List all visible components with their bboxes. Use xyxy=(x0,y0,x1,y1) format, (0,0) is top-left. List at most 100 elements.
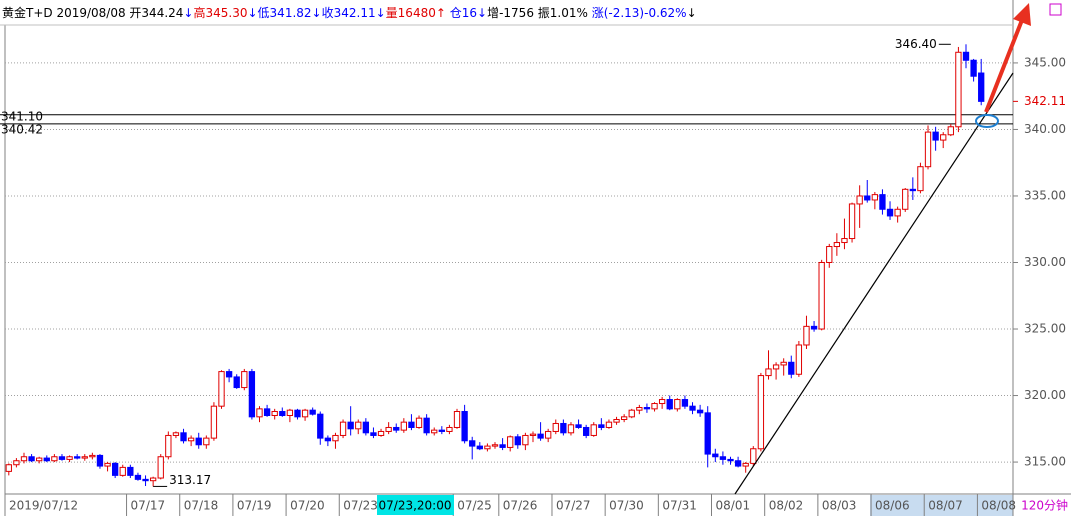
x-tick-label: 2019/07/12 xyxy=(9,499,78,513)
x-tick-label: 08/03 xyxy=(822,499,857,513)
candle-body xyxy=(788,361,795,375)
candle-body xyxy=(864,195,871,201)
candle-body xyxy=(955,51,962,128)
candle-body xyxy=(13,460,20,466)
candle-body xyxy=(142,478,149,482)
candle-body xyxy=(856,195,863,205)
header-item: 黄金T+D 2019/08/08 开344.24 xyxy=(2,5,183,20)
candle-body xyxy=(917,166,924,192)
header-item: ↑ xyxy=(436,6,446,20)
candle-body xyxy=(894,208,901,217)
candle-body xyxy=(149,477,157,482)
candle-body xyxy=(165,434,172,458)
candle-body xyxy=(947,126,954,136)
candle-body xyxy=(301,409,309,418)
candle-body xyxy=(469,440,476,447)
candle-body xyxy=(719,456,727,460)
candle-body xyxy=(560,422,567,434)
candle-body xyxy=(522,434,529,446)
header-item: ↓ xyxy=(312,6,322,20)
candle-body xyxy=(408,421,415,428)
header-item: ↓ xyxy=(477,6,487,20)
candle-body xyxy=(332,434,339,442)
candle-body xyxy=(795,344,803,375)
candle-body xyxy=(210,405,218,439)
header-item: ↓ xyxy=(376,6,386,20)
candle-body xyxy=(157,456,164,479)
candle-body xyxy=(218,371,225,407)
candle-body xyxy=(233,376,240,389)
candle-body xyxy=(636,407,643,411)
candle-body xyxy=(294,409,301,418)
candle-body xyxy=(583,426,590,436)
candle-body xyxy=(393,426,400,431)
candle-body xyxy=(324,437,332,442)
last-price-label: 342.11 xyxy=(1024,94,1066,108)
candle-body xyxy=(780,361,787,366)
candle-body xyxy=(377,430,385,436)
candle-body xyxy=(446,426,453,432)
x-tick-label: 08/01 xyxy=(716,499,751,513)
candle-body xyxy=(347,421,354,430)
candle-body xyxy=(111,462,119,476)
header-item: ↓ xyxy=(247,6,257,20)
candle-body xyxy=(879,194,886,210)
header-item: 低341.82 xyxy=(258,6,312,20)
candle-body xyxy=(545,430,552,439)
x-tick-label: 07/23 xyxy=(343,499,378,513)
header-item: 增-1756 振1.01% xyxy=(487,6,592,20)
x-tick-label: 07/17 xyxy=(131,499,166,513)
y-tick-label: 325.00 xyxy=(1024,322,1066,336)
candle-body xyxy=(757,375,765,450)
candle-body xyxy=(74,456,81,459)
candle-body xyxy=(598,424,605,428)
candle-body xyxy=(552,422,559,432)
price-line-label: 340.42 xyxy=(1,122,43,136)
candle-body xyxy=(180,432,187,442)
x-tick-label: 07/30 xyxy=(609,499,644,513)
candle-body xyxy=(438,429,445,432)
candle-body xyxy=(932,131,939,141)
candle-body xyxy=(355,421,362,430)
x-tick-label: 07/19 xyxy=(237,499,272,513)
candle-body xyxy=(271,411,278,417)
candle-body xyxy=(613,418,620,423)
header-item: 涨(-2.13)-0.62% xyxy=(592,5,687,20)
candle-body xyxy=(263,408,271,417)
candle-body xyxy=(119,466,126,476)
candle-body xyxy=(81,456,88,459)
x-tick-label: 08/07 xyxy=(928,499,963,513)
window-button[interactable] xyxy=(1049,3,1062,16)
highlight-ellipse xyxy=(975,114,999,128)
candle-body xyxy=(772,364,780,370)
candle-body xyxy=(848,203,856,240)
candle-body xyxy=(5,464,12,472)
candle-body xyxy=(970,59,977,77)
candle-body xyxy=(620,416,628,420)
candle-body xyxy=(431,429,438,434)
y-tick-label: 320.00 xyxy=(1024,388,1066,402)
x-tick-label: 07/25 xyxy=(457,499,492,513)
candle-body xyxy=(400,421,407,431)
x-tick-label: 07/27 xyxy=(556,499,591,513)
candle-body xyxy=(514,436,521,446)
candle-body xyxy=(643,407,651,410)
candle-body xyxy=(43,457,50,462)
candle-body xyxy=(89,454,96,458)
candle-body xyxy=(51,456,58,462)
header-item: ↓ xyxy=(687,6,697,20)
x-tick-label: 08/06 xyxy=(875,499,910,513)
candle-body xyxy=(962,51,970,61)
candle-body xyxy=(104,462,111,467)
candle-body xyxy=(491,444,499,447)
x-tick-label: 08/08 xyxy=(981,499,1016,513)
candle-body xyxy=(674,399,681,410)
cursor-label: 07/23,20:00 xyxy=(379,499,452,513)
candle-body xyxy=(134,474,142,480)
y-tick-label: 345.00 xyxy=(1024,55,1066,69)
period-label: 120分钟 xyxy=(1021,498,1068,513)
candle-body xyxy=(651,403,658,410)
extreme-label: 346.40 xyxy=(895,37,937,51)
